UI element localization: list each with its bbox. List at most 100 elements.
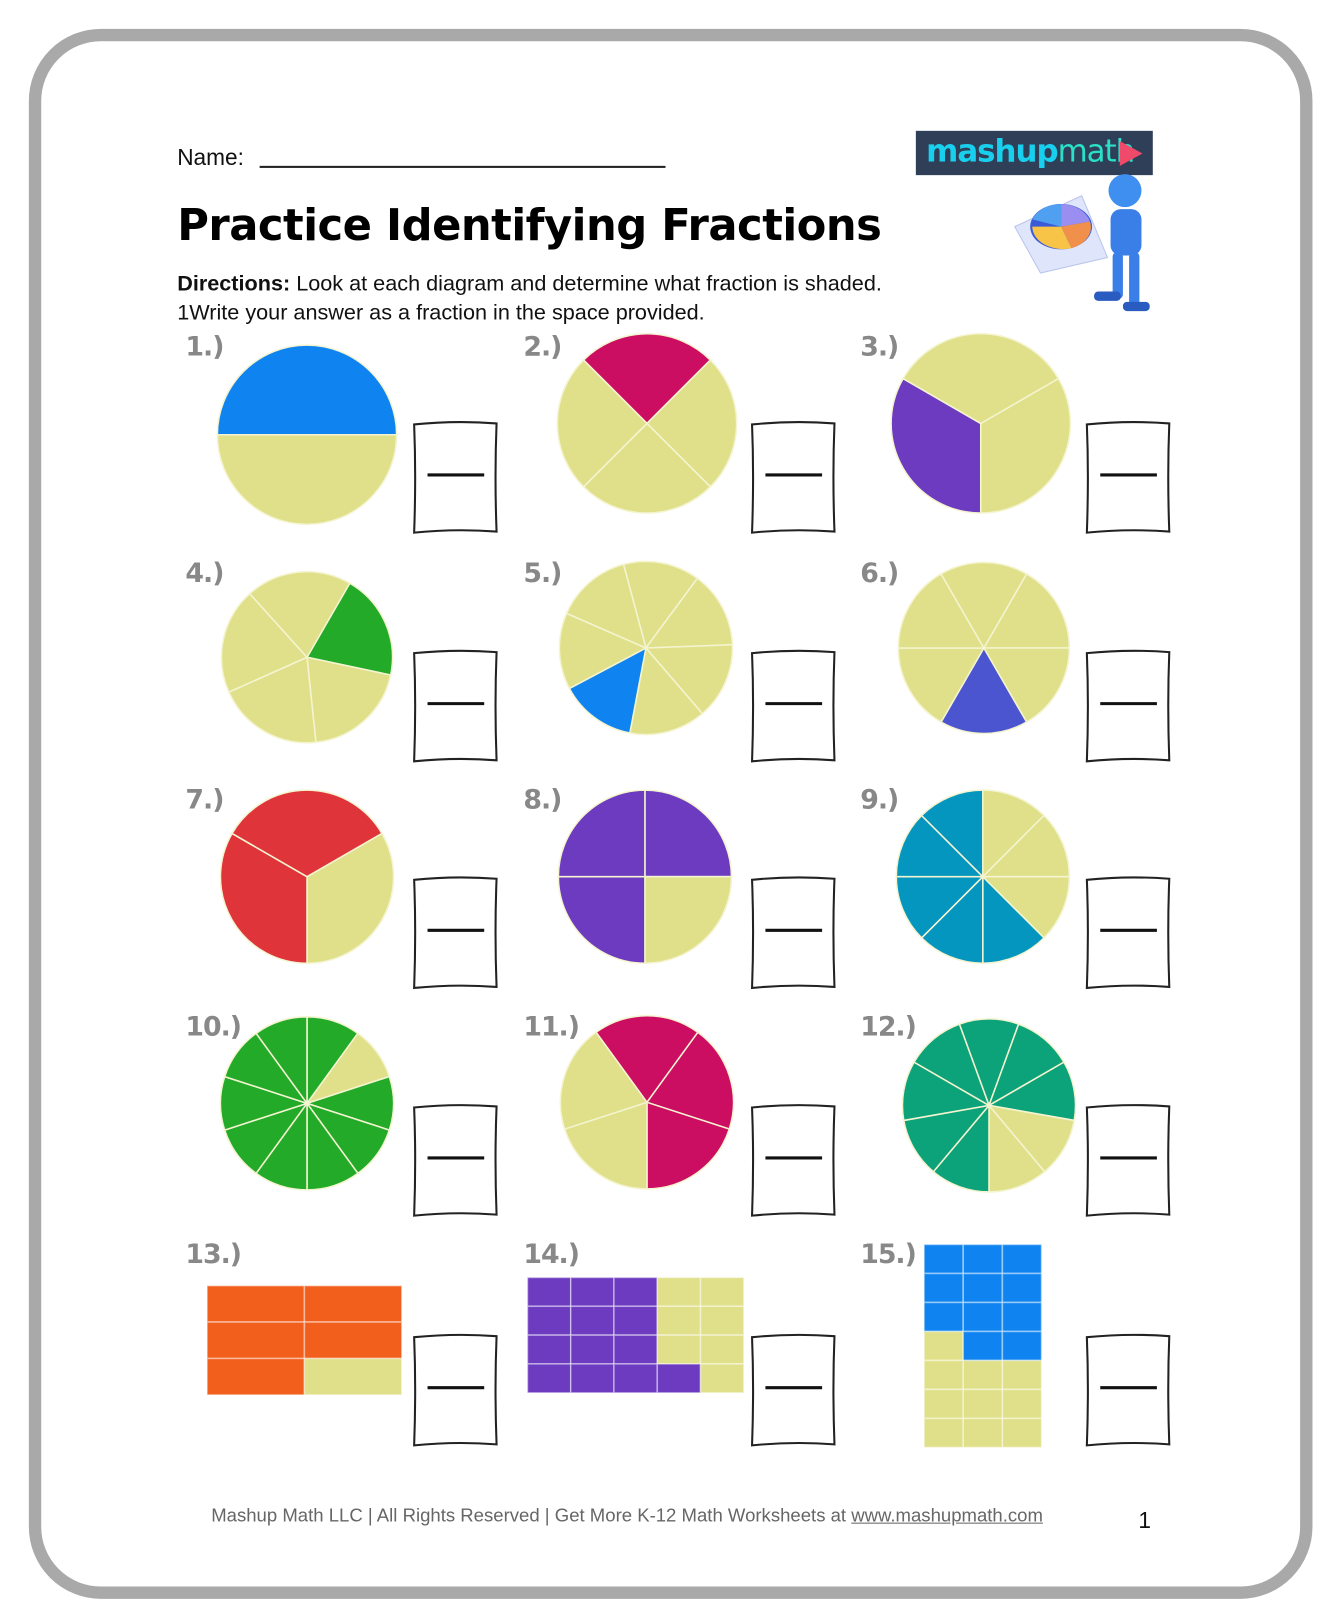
directions-text: Look at each diagram and determine what … xyxy=(290,271,882,296)
shaded-sector xyxy=(255,1016,308,1106)
unshaded-sector xyxy=(982,572,1071,649)
unshaded-sector xyxy=(982,647,1071,724)
shaded-cell xyxy=(526,1334,572,1365)
shaded-sector xyxy=(557,875,646,965)
shaded-cell xyxy=(569,1276,615,1308)
unshaded-sector xyxy=(216,433,398,526)
answer-box[interactable] xyxy=(1085,421,1171,534)
shaded-sector xyxy=(568,646,647,734)
shaded-cell xyxy=(206,1284,306,1323)
unshaded-sector xyxy=(982,789,1046,879)
unshaded-sector xyxy=(897,572,986,649)
problem-label: 2.) xyxy=(523,331,562,363)
shaded-cell xyxy=(1001,1330,1043,1362)
unshaded-cell xyxy=(656,1305,702,1336)
unshaded-sector xyxy=(306,832,395,965)
page-title: Practice Identifying Fractions xyxy=(177,199,882,251)
unshaded-cell xyxy=(923,1388,965,1420)
shaded-sector xyxy=(305,582,394,676)
unshaded-cell xyxy=(699,1334,745,1365)
unshaded-sector xyxy=(559,1031,649,1131)
shaded-cell xyxy=(206,1357,306,1396)
unshaded-sector xyxy=(248,570,351,659)
shaded-cell xyxy=(656,1363,702,1394)
answer-box[interactable] xyxy=(1085,876,1171,990)
answer-box[interactable] xyxy=(750,649,836,763)
unshaded-sector xyxy=(622,560,699,650)
shaded-cell xyxy=(923,1243,965,1275)
mashupmath-logo: mashupmath xyxy=(915,130,1153,176)
shaded-cell xyxy=(569,1305,615,1336)
shaded-cell xyxy=(569,1363,615,1394)
problem-label: 13.) xyxy=(185,1239,242,1271)
shaded-sector xyxy=(940,646,1028,735)
directions-label: Directions: xyxy=(177,271,291,296)
unshaded-sector xyxy=(645,358,738,488)
shaded-cell xyxy=(962,1301,1004,1333)
footer: Mashup Math LLC | All Rights Reserved | … xyxy=(211,1505,1043,1527)
shaded-sector xyxy=(644,789,733,878)
problem-label: 15.) xyxy=(860,1239,917,1271)
unshaded-sector xyxy=(558,612,648,690)
unshaded-cell xyxy=(1001,1359,1043,1391)
answer-box[interactable] xyxy=(1085,1104,1171,1217)
footer-link[interactable]: www.mashupmath.com xyxy=(851,1505,1043,1526)
shaded-sector xyxy=(231,789,383,878)
unshaded-cell xyxy=(699,1363,745,1394)
problem-label: 5.) xyxy=(523,558,562,590)
shaded-cell xyxy=(303,1321,403,1360)
shaded-sector xyxy=(557,789,646,878)
answer-box[interactable] xyxy=(750,1104,836,1217)
unshaded-sector xyxy=(902,333,1060,425)
unshaded-cell xyxy=(699,1305,745,1336)
unshaded-sector xyxy=(563,1101,648,1190)
problem-label: 4.) xyxy=(185,558,224,590)
shaded-sector xyxy=(219,832,308,965)
unshaded-cell xyxy=(656,1276,702,1308)
shaded-cell xyxy=(1001,1272,1043,1304)
answer-box[interactable] xyxy=(1085,1333,1171,1447)
shaded-cell xyxy=(526,1276,572,1308)
answer-box[interactable] xyxy=(413,1104,498,1217)
answer-box[interactable] xyxy=(413,649,498,763)
unshaded-sector xyxy=(628,646,704,736)
answer-box[interactable] xyxy=(413,421,498,534)
shaded-sector xyxy=(645,1031,735,1131)
problem-label: 3.) xyxy=(860,331,899,363)
shaded-cell xyxy=(303,1284,403,1323)
unshaded-cell xyxy=(1001,1417,1043,1449)
shaded-cell xyxy=(613,1276,659,1308)
shaded-sector xyxy=(920,789,984,879)
answer-box[interactable] xyxy=(413,1333,498,1447)
logo-text: mashup xyxy=(926,133,1058,170)
shaded-cell xyxy=(923,1301,965,1333)
unshaded-sector xyxy=(979,377,1072,514)
answer-box[interactable] xyxy=(750,876,836,990)
unshaded-cell xyxy=(923,1417,965,1449)
unshaded-sector xyxy=(227,656,317,744)
problem-label: 14.) xyxy=(523,1239,580,1271)
unshaded-cell xyxy=(962,1359,1004,1391)
unshaded-sector xyxy=(940,561,1028,650)
answer-box[interactable] xyxy=(413,876,498,990)
name-field[interactable] xyxy=(259,165,666,168)
answer-box[interactable] xyxy=(750,421,836,534)
answer-box[interactable] xyxy=(1085,649,1171,763)
directions-text-2: 1Write your answer as a fraction in the … xyxy=(177,300,705,325)
unshaded-cell xyxy=(962,1388,1004,1420)
problem-label: 12.) xyxy=(860,1011,917,1043)
unshaded-cell xyxy=(923,1359,965,1391)
shaded-sector xyxy=(216,344,398,436)
shaded-sector xyxy=(982,874,1046,965)
unshaded-cell xyxy=(303,1357,403,1396)
unshaded-sector xyxy=(582,422,712,514)
answer-box[interactable] xyxy=(750,1333,836,1447)
shaded-sector xyxy=(890,377,982,514)
name-label: Name: xyxy=(177,144,244,170)
shaded-cell xyxy=(206,1321,306,1360)
shaded-cell xyxy=(613,1305,659,1336)
unshaded-cell xyxy=(923,1330,965,1362)
shaded-sector xyxy=(646,1101,731,1190)
problem-label: 9.) xyxy=(860,785,899,816)
robot-mascot-icon xyxy=(1014,174,1150,312)
